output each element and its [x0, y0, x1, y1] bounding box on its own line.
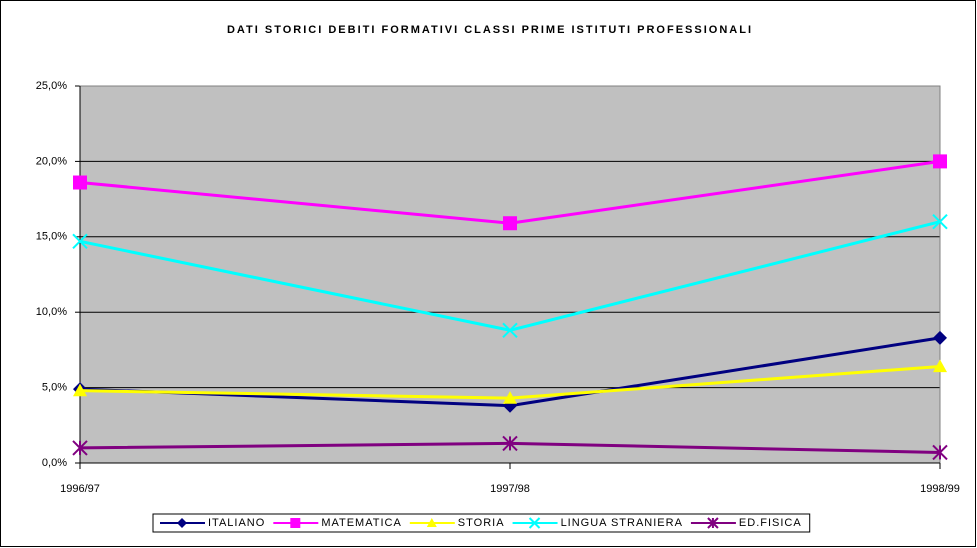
marker [933, 154, 947, 169]
marker [426, 518, 437, 527]
marker-shape [72, 233, 88, 250]
marker [177, 518, 187, 528]
marker-shape [503, 216, 517, 231]
marker [933, 359, 947, 373]
marker [707, 517, 719, 529]
marker [932, 214, 948, 230]
legend-label: LINGUA STRANIERA [561, 517, 683, 529]
legend-label: ED.FISICA [739, 517, 802, 529]
marker [503, 391, 517, 404]
legend-label: MATEMATICA [321, 517, 401, 529]
chart-title: DATI STORICI DEBITI FORMATIVI CLASSI PRI… [227, 24, 753, 36]
marker-shape [933, 330, 947, 345]
marker [72, 233, 88, 250]
marker-shape [933, 154, 947, 169]
marker [503, 216, 517, 231]
marker-shape [502, 322, 518, 339]
marker [290, 518, 301, 528]
y-tick-label: 15,0% [36, 231, 67, 243]
y-tick-label: 20,0% [36, 155, 67, 167]
marker-shape [933, 359, 947, 373]
marker [932, 444, 948, 461]
marker [502, 322, 518, 339]
legend: ITALIANO MATEMATICA STORIA LINGUA STRANIERA… [152, 513, 811, 533]
marker [528, 517, 541, 529]
marker-shape [503, 391, 517, 404]
legend-box [152, 513, 811, 533]
x-tick-label: 1997/98 [490, 483, 530, 495]
marker [73, 175, 87, 190]
marker [72, 440, 88, 456]
marker-shape [73, 175, 87, 190]
marker [73, 383, 87, 397]
x-tick-label: 1998/99 [920, 483, 960, 495]
marker-shape [528, 517, 541, 529]
marker-shape [73, 383, 87, 397]
y-tick-label: 10,0% [36, 306, 67, 318]
marker [502, 435, 518, 452]
marker [933, 330, 947, 345]
x-tick-label: 1996/97 [60, 483, 100, 495]
legend-label: STORIA [458, 517, 505, 529]
legend-label: ITALIANO [208, 517, 265, 529]
marker-shape [290, 518, 301, 528]
y-tick-label: 0,0% [42, 457, 67, 469]
y-tick-label: 5,0% [42, 382, 67, 394]
marker-shape [932, 214, 948, 230]
marker-shape [426, 518, 437, 527]
marker-shape [177, 518, 187, 528]
y-tick-label: 25,0% [36, 80, 67, 92]
